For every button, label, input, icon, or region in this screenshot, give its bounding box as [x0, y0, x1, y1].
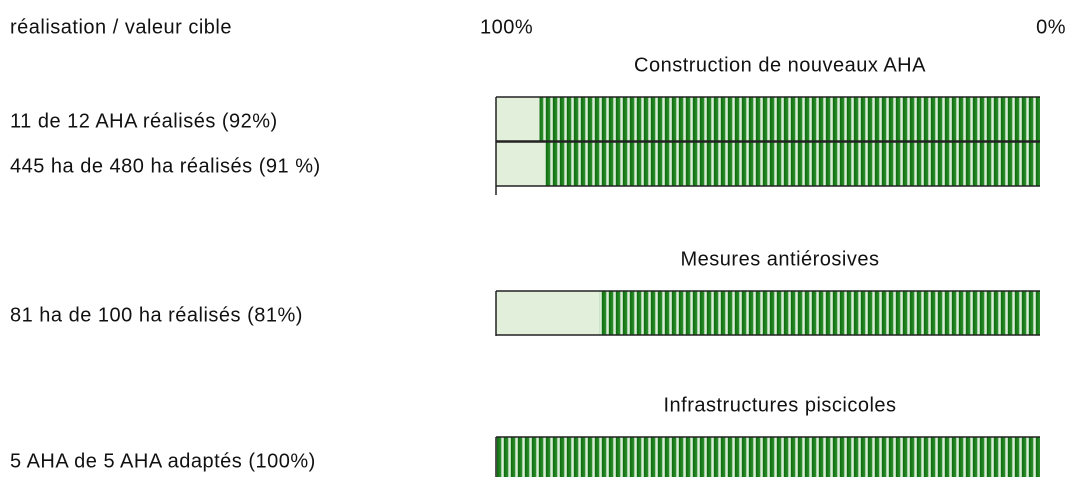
group-title: Construction de nouveaux AHA	[634, 54, 926, 76]
header: réalisation / valeur cible	[10, 16, 232, 38]
category-label: 445 ha de 480 ha réalisés (91 %)	[10, 155, 321, 177]
bar	[539, 97, 1040, 141]
category-label: 5 AHA de 5 AHA adaptés (100%)	[10, 450, 316, 472]
x-tick-label: 100%	[480, 16, 533, 38]
group-title: Infrastructures piscicoles	[663, 394, 896, 416]
category-label: 81 ha de 100 ha réalisés (81%)	[10, 304, 303, 326]
group-title: Mesures antiérosives	[681, 248, 880, 270]
bar	[599, 291, 1040, 335]
bar	[496, 437, 1040, 477]
x-tick-label: 0%	[1036, 16, 1066, 38]
bar	[544, 142, 1040, 186]
category-label: 11 de 12 AHA réalisés (92%)	[10, 110, 278, 132]
